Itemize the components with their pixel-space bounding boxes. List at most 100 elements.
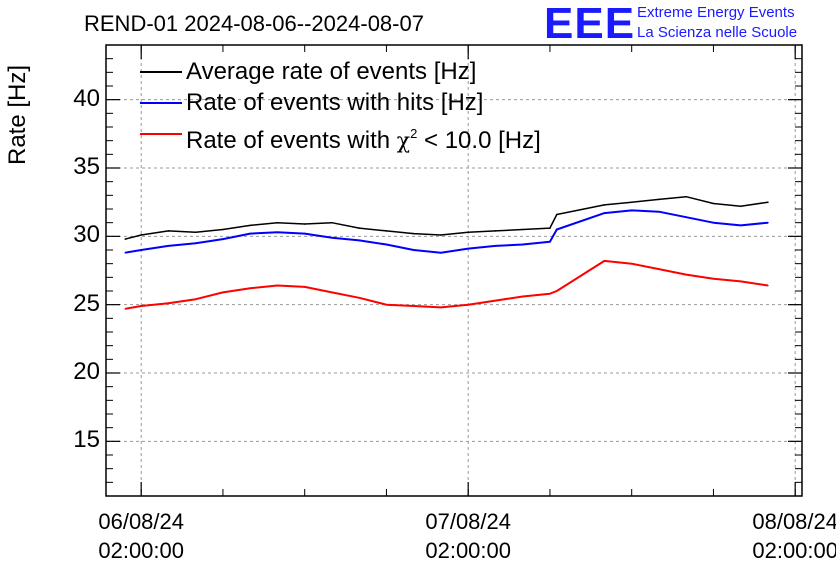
data-point-average-rate-of-events-hz (685, 195, 687, 198)
data-point-rate-of-events-with-2-10-0-hz (358, 297, 361, 299)
legend-chi-superscript: 2 (410, 126, 418, 141)
y-tick-label: 35 (73, 153, 100, 180)
legend-label-hits: Rate of events with hits [Hz] (186, 89, 484, 116)
legend-swatch-hits (140, 102, 182, 104)
data-point-rate-of-events-with-2-10-0-hz (249, 287, 251, 290)
data-point-average-rate-of-events-hz (739, 205, 742, 208)
data-point-average-rate-of-events-hz (658, 198, 660, 201)
data-point-rate-of-events-with-2-10-0-hz (712, 277, 715, 280)
chart-title: REND-01 2024-08-06--2024-08-07 (84, 11, 424, 36)
data-point-average-rate-of-events-hz (249, 224, 251, 227)
series-line-rate-of-events-with-hits-hz (125, 209, 768, 254)
data-point-average-rate-of-events-hz (140, 234, 142, 236)
data-point-average-rate-of-events-hz (440, 234, 442, 236)
data-point-rate-of-events-with-hits-hz (194, 242, 197, 244)
data-point-rate-of-events-with-hits-hz (521, 243, 524, 246)
x-tick-label: 06/08/24 02:00:00 (71, 507, 211, 565)
data-point-rate-of-events-with-hits-hz (767, 221, 769, 224)
y-axis-label: Rate [Hz] (4, 64, 31, 165)
data-point-rate-of-events-with-2-10-0-hz (556, 290, 558, 292)
data-point-average-rate-of-events-hz (767, 201, 769, 203)
data-point-rate-of-events-with-2-10-0-hz (549, 292, 551, 295)
x-tick-time: 02:00:00 (98, 538, 184, 563)
data-point-average-rate-of-events-hz (167, 230, 170, 232)
data-point-rate-of-events-with-2-10-0-hz (521, 295, 524, 298)
x-tick-date: 06/08/24 (98, 509, 184, 534)
data-point-average-rate-of-events-hz (467, 231, 470, 233)
x-tick-date: 08/08/24 (752, 509, 836, 534)
data-point-average-rate-of-events-hz (331, 221, 333, 224)
legend-chi2-suffix: < 10.0 [Hz] (417, 127, 541, 154)
series-line-rate-of-events-with-2-10-0-hz (125, 259, 769, 310)
data-point-rate-of-events-with-2-10-0-hz (303, 286, 306, 288)
legend-label-average: Average rate of events [Hz] (186, 58, 477, 85)
data-point-rate-of-events-with-hits-hz (630, 209, 633, 212)
legend-swatch-average (140, 71, 182, 73)
data-point-rate-of-events-with-hits-hz (739, 224, 742, 227)
data-point-rate-of-events-with-2-10-0-hz (124, 308, 127, 310)
data-point-average-rate-of-events-hz (412, 232, 415, 235)
data-point-rate-of-events-with-2-10-0-hz (658, 268, 660, 270)
data-point-rate-of-events-with-hits-hz (331, 236, 333, 239)
y-tick-label: 30 (73, 221, 100, 249)
x-tick-time: 02:00:00 (752, 538, 836, 563)
data-point-rate-of-events-with-2-10-0-hz (194, 298, 197, 301)
data-point-rate-of-events-with-hits-hz (167, 245, 170, 247)
data-point-rate-of-events-with-hits-hz (440, 251, 442, 254)
data-point-average-rate-of-events-hz (222, 228, 224, 231)
data-point-rate-of-events-with-2-10-0-hz (630, 262, 633, 265)
data-point-average-rate-of-events-hz (630, 201, 633, 203)
data-point-rate-of-events-with-hits-hz (124, 251, 127, 254)
data-point-rate-of-events-with-2-10-0-hz (494, 299, 497, 302)
series-line-average-rate-of-events-hz (125, 195, 769, 240)
legend-swatch-chi2 (140, 133, 182, 135)
data-point-rate-of-events-with-2-10-0-hz (412, 305, 415, 307)
data-point-rate-of-events-with-2-10-0-hz (140, 305, 142, 307)
y-tick-label: 25 (73, 289, 100, 317)
data-point-rate-of-events-with-2-10-0-hz (222, 291, 224, 294)
data-point-rate-of-events-with-hits-hz (712, 221, 715, 224)
data-point-rate-of-events-with-hits-hz (412, 249, 415, 251)
data-point-rate-of-events-with-2-10-0-hz (440, 306, 442, 309)
logo-line-1: Extreme Energy Events (637, 4, 795, 21)
data-point-rate-of-events-with-2-10-0-hz (167, 302, 170, 305)
data-point-rate-of-events-with-hits-hz (303, 232, 306, 235)
axis-ticks (106, 44, 802, 497)
data-point-rate-of-events-with-hits-hz (385, 243, 388, 246)
x-tick-label: 08/08/24 02:00:00 (725, 507, 836, 565)
data-point-rate-of-events-with-2-10-0-hz (385, 303, 388, 306)
data-point-average-rate-of-events-hz (194, 231, 197, 233)
data-point-rate-of-events-with-hits-hz (556, 228, 558, 231)
data-point-rate-of-events-with-hits-hz (685, 216, 687, 218)
data-point-rate-of-events-with-2-10-0-hz (603, 260, 606, 262)
data-point-rate-of-events-with-hits-hz (276, 231, 279, 233)
data-point-rate-of-events-with-2-10-0-hz (331, 291, 333, 294)
data-point-average-rate-of-events-hz (556, 213, 558, 216)
legend-chi-symbol: χ (396, 129, 411, 154)
data-point-average-rate-of-events-hz (603, 204, 606, 206)
data-point-rate-of-events-with-2-10-0-hz (467, 303, 470, 306)
data-point-rate-of-events-with-2-10-0-hz (767, 284, 769, 287)
x-tick-label: 07/08/24 02:00:00 (398, 507, 538, 565)
grid-lines (106, 45, 802, 496)
eee-logo: EEE (544, 0, 636, 48)
data-point-average-rate-of-events-hz (712, 202, 715, 205)
plot-frame (105, 44, 803, 497)
data-point-rate-of-events-with-hits-hz (222, 238, 224, 240)
legend-label-chi2: Rate of events with χ2 < 10.0 [Hz] (186, 120, 541, 156)
data-point-rate-of-events-with-2-10-0-hz (685, 273, 687, 276)
y-tick-label: 40 (73, 84, 100, 112)
data-point-average-rate-of-events-hz (303, 223, 306, 225)
data-point-rate-of-events-with-hits-hz (549, 241, 551, 243)
data-point-rate-of-events-with-hits-hz (467, 247, 470, 250)
data-point-rate-of-events-with-hits-hz (603, 212, 606, 214)
data-point-rate-of-events-with-hits-hz (140, 249, 142, 251)
data-point-rate-of-events-with-hits-hz (358, 239, 361, 242)
legend-chi2-prefix: Rate of events with (186, 127, 397, 154)
data-point-average-rate-of-events-hz (521, 228, 524, 231)
data-point-average-rate-of-events-hz (276, 221, 279, 224)
series-group (124, 195, 769, 310)
data-point-average-rate-of-events-hz (358, 227, 361, 229)
x-tick-time: 02:00:00 (425, 538, 511, 563)
